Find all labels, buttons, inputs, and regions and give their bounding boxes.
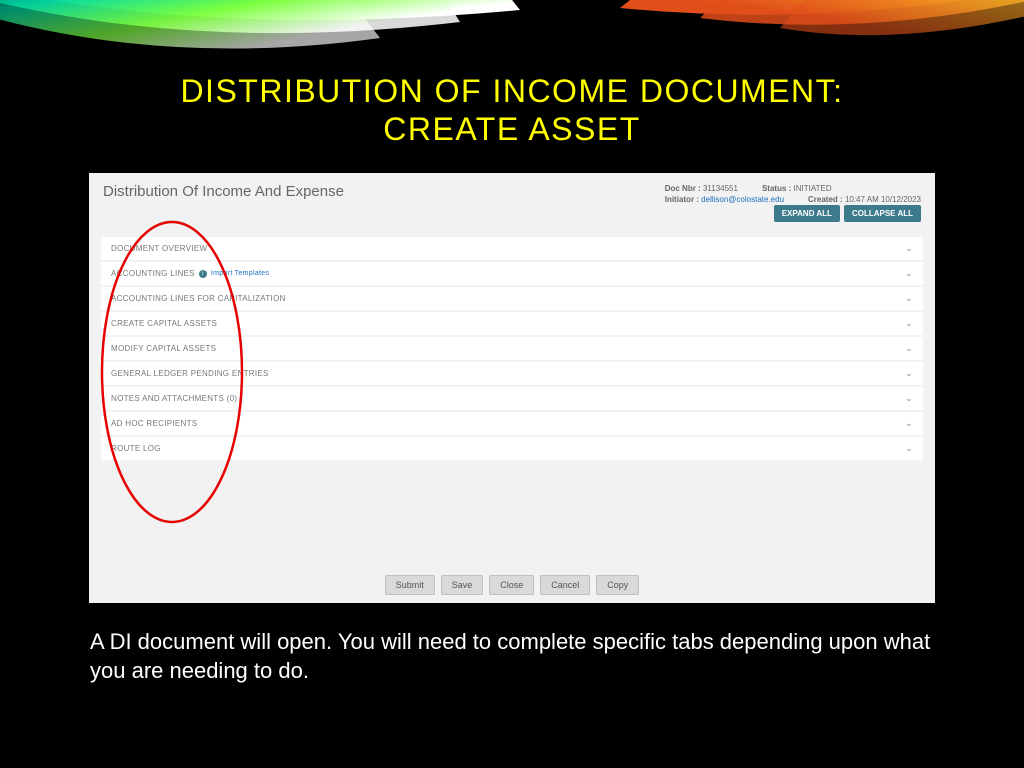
expand-collapse-controls: EXPAND ALL COLLAPSE ALL [774,205,921,222]
header-metadata: Doc Nbr : 31134551 Status : INITIATED In… [665,183,921,205]
bottom-button-bar: Submit SaveClose Cancel Copy [89,575,935,595]
doc-nbr-label: Doc Nbr : [665,184,701,193]
initiator-label: Initiator : [665,195,699,204]
slide-title-line1: DISTRIBUTION OF INCOME DOCUMENT: [0,72,1024,110]
accordion-item-label: ACCOUNTING LINES [111,269,195,278]
slide-title: DISTRIBUTION OF INCOME DOCUMENT: CREATE … [0,0,1024,149]
accordion-item-label: DOCUMENT OVERVIEW [111,244,207,253]
accordion-item-label: NOTES AND ATTACHMENTS (0) [111,394,237,403]
accordion-item[interactable]: ACCOUNTING LINES i Import Templates ⌄ [101,262,923,287]
status-value: INITIATED [794,184,832,193]
app-screenshot: Distribution Of Income And Expense Doc N… [89,173,935,603]
page-title: Distribution Of Income And Expense [103,183,344,205]
chevron-down-icon: ⌄ [905,318,913,329]
chevron-down-icon: ⌄ [905,393,913,404]
created-label: Created : [808,195,843,204]
created-value: 10:47 AM 10/12/2023 [845,195,921,204]
expand-all-button[interactable]: EXPAND ALL [774,205,840,222]
accordion-item-label: AD HOC RECIPIENTS [111,419,197,428]
import-templates-link[interactable]: Import Templates [211,270,269,277]
accordion-item-label: GENERAL LEDGER PENDING ENTRIES [111,369,269,378]
info-icon[interactable]: i [199,270,207,278]
accordion-item[interactable]: GENERAL LEDGER PENDING ENTRIES ⌄ [101,362,923,387]
doc-nbr-value: 31134551 [703,184,738,193]
submit-button[interactable]: Submit [385,575,435,595]
chevron-down-icon: ⌄ [905,268,913,279]
accordion-item[interactable]: MODIFY CAPITAL ASSETS ⌄ [101,337,923,362]
chevron-down-icon: ⌄ [905,443,913,454]
accordion-item[interactable]: AD HOC RECIPIENTS ⌄ [101,412,923,437]
slide-title-line2: CREATE ASSET [0,110,1024,148]
accordion-item[interactable]: DOCUMENT OVERVIEW ⌄ [101,237,923,262]
initiator-value[interactable]: dellison@colostate.edu [701,195,784,204]
chevron-down-icon: ⌄ [905,343,913,354]
accordion-item[interactable]: NOTES AND ATTACHMENTS (0) ⌄ [101,387,923,412]
chevron-down-icon: ⌄ [905,418,913,429]
accordion-item[interactable]: CREATE CAPITAL ASSETS ⌄ [101,312,923,337]
accordion-item[interactable]: ROUTE LOG ⌄ [101,437,923,462]
accordion-item[interactable]: ACCOUNTING LINES FOR CAPITALIZATION ⌄ [101,287,923,312]
accordion-item-label: CREATE CAPITAL ASSETS [111,319,217,328]
cancel-button[interactable]: Cancel [540,575,590,595]
chevron-down-icon: ⌄ [905,293,913,304]
accordion-item-label: ROUTE LOG [111,444,161,453]
accordion-list: DOCUMENT OVERVIEW ⌄ ACCOUNTING LINES i Impor… [101,237,923,462]
chevron-down-icon: ⌄ [905,368,913,379]
slide-caption: A DI document will open. You will need t… [90,627,934,686]
chevron-down-icon: ⌄ [905,243,913,254]
accordion-item-label: MODIFY CAPITAL ASSETS [111,344,216,353]
copy-button[interactable]: Copy [596,575,639,595]
save-button[interactable]: Save [441,575,484,595]
collapse-all-button[interactable]: COLLAPSE ALL [844,205,921,222]
status-label: Status : [762,184,791,193]
close-button[interactable]: Close [489,575,534,595]
accordion-item-label: ACCOUNTING LINES FOR CAPITALIZATION [111,294,286,303]
